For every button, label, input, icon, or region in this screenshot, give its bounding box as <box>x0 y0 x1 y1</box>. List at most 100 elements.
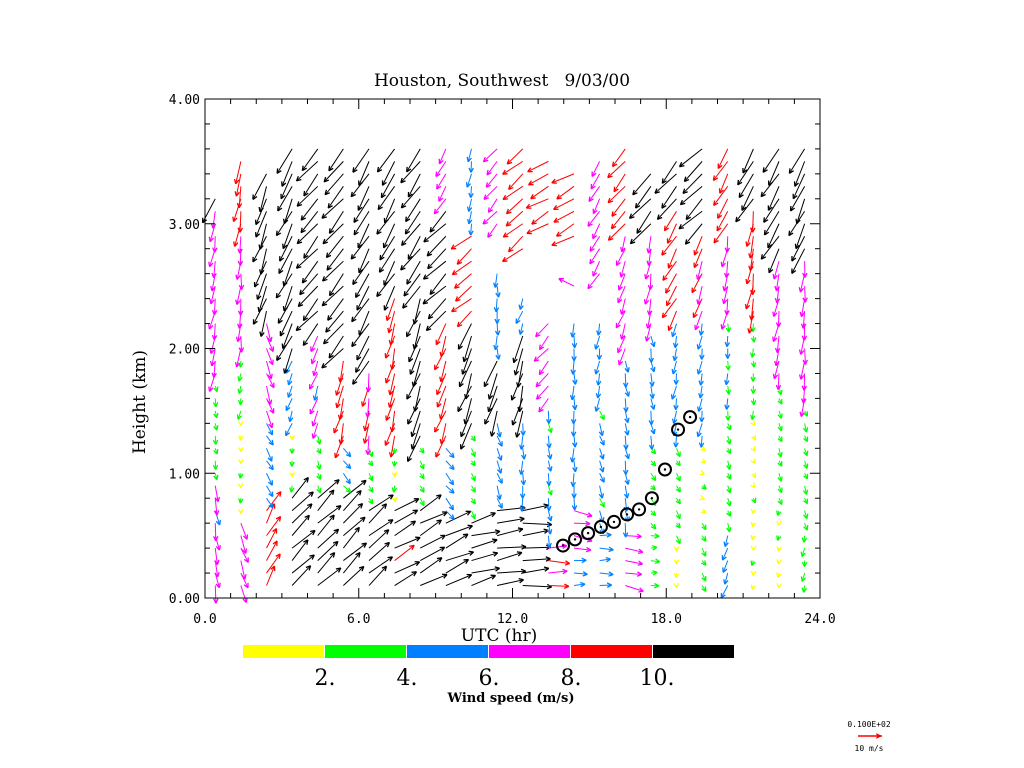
wind-vector <box>611 198 626 217</box>
wind-vector <box>589 235 601 252</box>
wind-vector-head <box>768 267 774 274</box>
wind-vector-head <box>236 202 243 209</box>
wind-vector <box>266 540 278 561</box>
wind-vector-head <box>720 324 726 330</box>
x-tick-label: 24.0 <box>804 612 835 627</box>
wind-vector-head <box>309 554 315 560</box>
wind-vector <box>390 323 396 345</box>
wind-vector-head <box>277 318 283 324</box>
wind-vector <box>394 509 418 524</box>
wind-vector-head <box>388 494 394 500</box>
wind-vector <box>423 260 447 280</box>
wind-vector-head <box>256 294 262 300</box>
wind-vector-head <box>749 352 756 358</box>
wind-vector-head <box>776 535 782 541</box>
wind-vector-head <box>599 414 605 421</box>
wind-vector-head <box>456 321 463 328</box>
wind-vector-head <box>449 452 455 459</box>
wind-vector-head <box>326 265 332 271</box>
wind-vector-head <box>296 201 303 207</box>
wind-vector-head <box>726 464 732 470</box>
wind-vector-head <box>570 369 576 375</box>
wind-vector-head <box>701 560 707 566</box>
wind-vector <box>697 423 703 437</box>
wind-vector <box>323 161 344 183</box>
wind-vector <box>321 348 344 369</box>
wind-vector-head <box>376 229 382 235</box>
wind-vector <box>547 435 550 449</box>
wind-vector <box>522 567 549 574</box>
wind-vector <box>352 260 370 285</box>
wind-vector <box>698 398 703 412</box>
wind-vector <box>647 236 652 254</box>
wind-vector-head <box>358 180 364 186</box>
wind-vector-head <box>515 318 521 324</box>
wind-vector-head <box>624 391 630 397</box>
wind-vector <box>391 410 396 432</box>
wind-vector <box>776 335 780 353</box>
wind-vector-head <box>571 342 578 349</box>
colorbar-swatch <box>653 645 734 658</box>
wind-vector <box>612 148 626 167</box>
wind-vector <box>737 161 754 186</box>
wind-vector-head <box>701 484 707 490</box>
wind-vector <box>488 373 498 400</box>
wind-vector-head <box>450 244 457 250</box>
wind-vector <box>617 285 626 303</box>
wind-vector <box>339 360 344 383</box>
wind-vector-head <box>235 274 241 280</box>
wind-vector <box>538 360 549 375</box>
wind-vector-head <box>546 443 552 449</box>
wind-vector <box>379 235 396 261</box>
wind-vector <box>388 310 396 333</box>
wind-vector-head <box>310 529 316 536</box>
wind-vector <box>673 410 677 424</box>
wind-vector <box>648 298 652 316</box>
wind-vector-head <box>750 521 757 528</box>
wind-vector-head <box>214 559 220 566</box>
wind-vector <box>535 323 549 338</box>
wind-vector <box>426 235 447 257</box>
wind-vector-head <box>312 395 319 401</box>
wind-vector <box>343 503 363 524</box>
boundary-layer-marker-dot <box>573 538 577 541</box>
wind-vector <box>521 498 524 512</box>
wind-vector-head <box>321 363 327 369</box>
wind-vector <box>343 516 366 537</box>
wind-vector-head <box>400 202 407 209</box>
wind-vector <box>471 552 498 562</box>
wind-vector-head <box>237 388 243 395</box>
wind-vector <box>240 585 247 603</box>
wind-vector-head <box>407 254 413 260</box>
wind-vector-head <box>751 435 757 441</box>
wind-vector-head <box>722 567 728 573</box>
wind-vector-head <box>672 342 679 349</box>
wind-vector <box>454 273 472 289</box>
wind-vector-head <box>489 431 496 437</box>
wind-vector-head <box>563 583 570 589</box>
wind-vector-head <box>462 356 468 363</box>
boundary-layer-marker <box>671 422 686 437</box>
wind-vector <box>592 260 601 277</box>
colorbar-tick-label: 4. <box>397 666 418 691</box>
wind-vector-head <box>282 281 288 287</box>
wind-vector-head <box>535 381 541 388</box>
wind-vector-head <box>497 455 503 461</box>
wind-vector <box>725 373 729 385</box>
wind-vector-head <box>514 432 521 438</box>
wind-vector <box>611 210 626 229</box>
wind-vector-head <box>624 453 630 460</box>
wind-vector <box>804 348 806 365</box>
wind-vector-head <box>671 418 678 424</box>
wind-vector <box>613 173 626 192</box>
wind-vector <box>440 398 447 420</box>
wind-vector-head <box>211 272 217 279</box>
wind-vector-head <box>617 359 624 366</box>
wind-vector <box>466 173 472 188</box>
wind-vector-head <box>327 315 333 321</box>
wind-vector-head <box>684 239 691 245</box>
wind-vector <box>379 248 396 273</box>
wind-vector <box>649 273 652 290</box>
wind-vector-head <box>546 454 553 460</box>
wind-vector <box>697 261 703 280</box>
